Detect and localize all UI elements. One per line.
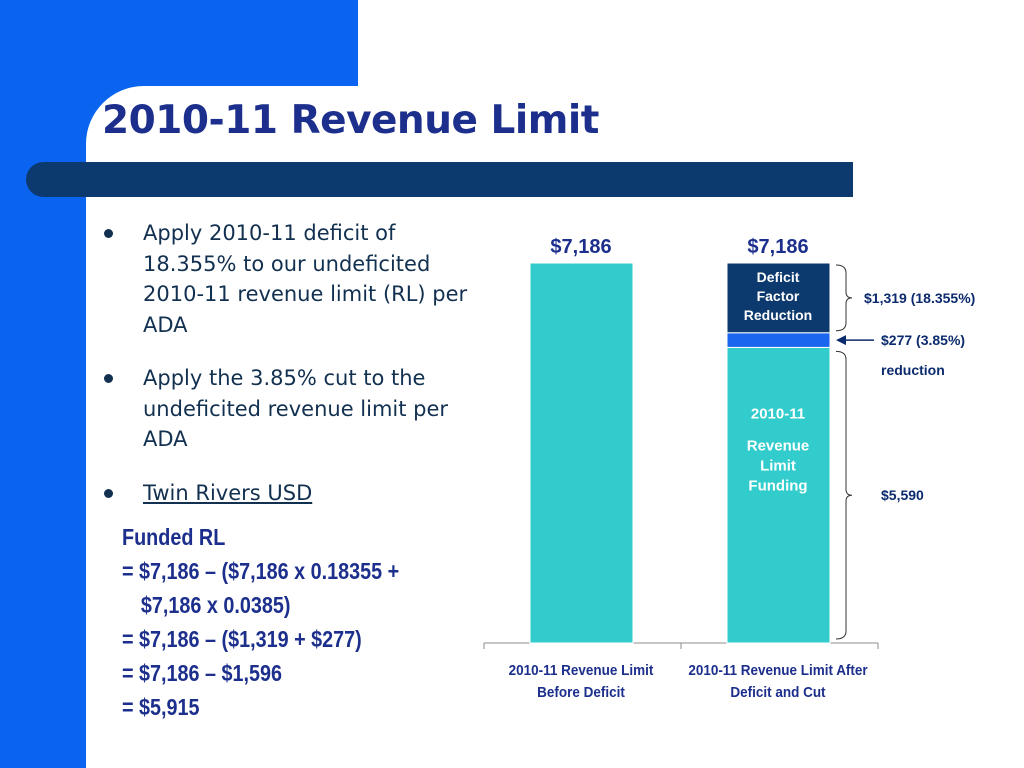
calc-line: = $7,186 – ($1,319 + $277)	[122, 626, 362, 652]
x-tick-label: Before Deficit	[537, 684, 625, 701]
bullet-dot-icon	[104, 374, 113, 383]
bullet-item: Apply the 3.85% cut to the undeficited r…	[104, 363, 484, 455]
bar-segment-label: Factor	[757, 288, 800, 304]
bullet-text: Apply the 3.85% cut to the undeficited r…	[143, 366, 449, 451]
annotation-label: $1,319 (18.355%)	[864, 290, 975, 306]
bullet-text: Apply 2010-11 deficit of 18.355% to our …	[143, 221, 468, 337]
x-tick-label: 2010-11 Revenue Limit After	[688, 662, 868, 679]
stacked-bar-chart: $7,186 2010-11 Revenue Limit Before Defici…	[483, 236, 975, 701]
x-tick-label: 2010-11 Revenue Limit	[509, 662, 654, 679]
calc-line: Funded RL	[122, 524, 226, 550]
bar-segment-label: 2010-11	[751, 405, 805, 422]
district-name: Twin Rivers USD	[143, 480, 313, 505]
bar-segment-label: Reduction	[744, 307, 812, 323]
annotation-label: $277 (3.85%)	[881, 332, 965, 348]
bar-segment	[726, 346, 831, 644]
calculation-block: Funded RL = $7,186 – ($7,186 x 0.18355 +…	[122, 520, 399, 724]
slide-title: 2010-11 Revenue Limit	[102, 98, 599, 143]
bar-total-label: $7,186	[747, 236, 808, 258]
bar-segment-label: Revenue	[747, 437, 810, 454]
annotation-label: reduction	[881, 362, 945, 378]
calc-line: = $7,186 – $1,596	[122, 660, 283, 686]
calc-line: $7,186 x 0.0385)	[140, 592, 291, 618]
bar-segment-label: Deficit	[757, 269, 800, 285]
bar-total-label: $7,186	[550, 236, 611, 258]
title-underline-bar	[26, 162, 853, 197]
brace-deficit-icon	[835, 264, 853, 332]
bar-segment-label: Limit	[760, 457, 796, 474]
annotation-label: $5,590	[881, 487, 924, 503]
bar-segment	[529, 262, 634, 644]
brace-funding-icon	[835, 350, 853, 640]
x-tick-label: Deficit and Cut	[730, 684, 825, 701]
bar-segment	[726, 262, 831, 334]
bar-segment-label: Funding	[748, 477, 807, 494]
bullet-item: Twin Rivers USD	[104, 478, 484, 509]
calc-line: = $5,915	[122, 694, 200, 720]
calc-line: = $7,186 – ($7,186 x 0.18355 +	[122, 558, 400, 584]
bullet-dot-icon	[104, 488, 113, 498]
bullet-dot-icon	[104, 229, 113, 238]
bullet-item: Apply 2010-11 deficit of 18.355% to our …	[104, 218, 484, 340]
bullet-list: Apply 2010-11 deficit of 18.355% to our …	[104, 218, 484, 531]
bar-segment	[726, 332, 831, 348]
arrow-left-icon	[836, 335, 846, 346]
